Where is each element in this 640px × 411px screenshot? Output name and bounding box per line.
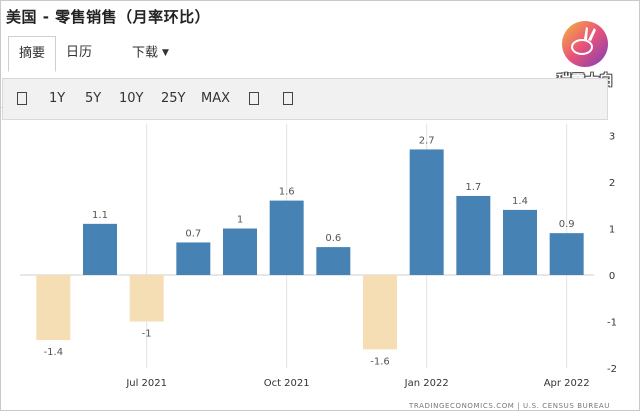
y-tick-label: -2 [607,364,617,375]
bar [83,223,117,275]
y-tick-label: 0 [609,271,615,282]
range-25y-button[interactable]: 25Y [161,91,186,106]
square-icon [249,92,259,105]
bar-value-label: 0.9 [559,219,575,230]
title-bar: 美国 - 零售销售（月率环比） [0,0,640,36]
chart-value-labels: -1.4 1.1 -1 0.7 1 1.6 0.6 -1.6 2.7 1.7 1.4 0.9 [44,135,575,367]
bar [36,275,71,341]
chart-bars [36,149,584,350]
x-tick-label: Jul 2021 [125,378,167,389]
bar-value-label: 0.6 [325,233,341,244]
bar-chart: -1.4 1.1 -1 0.7 1 1.6 0.6 -1.6 2.7 1.7 1.4 0.9 3 2 1 0… [20,124,617,410]
y-tick-label: 2 [609,178,615,189]
bar [129,275,164,322]
bar-value-label: -1 [142,329,152,340]
range-5y-button[interactable]: 5Y [85,91,102,106]
range-max-button[interactable]: MAX [201,91,231,106]
x-tick-label: Oct 2021 [264,378,310,389]
bar-value-label: 1.6 [279,187,295,198]
range-10y-button[interactable]: 10Y [119,91,144,106]
tab-calendar[interactable]: 日历 [66,45,93,60]
caret-down-icon: ▼ [162,48,169,58]
bar [269,200,304,275]
settings-button[interactable] [283,79,293,119]
tab-bar: 摘要 日历 下载 ▼ [0,36,640,108]
tab-download-label: 下载 [132,45,159,61]
x-tick-label: Jan 2022 [404,378,449,389]
square-icon [17,92,27,105]
logo-emblem [562,21,608,67]
square-icon [283,92,293,105]
bar [363,275,397,350]
y-tick-label: 3 [609,132,615,143]
y-tick-label: -1 [607,318,617,329]
bar-value-label: -1.4 [44,347,64,358]
bar-value-label: 1.4 [512,196,528,207]
chart-x-axis: Jul 2021 Oct 2021 Jan 2022 Apr 2022 [125,378,589,389]
bar [456,195,491,275]
bar [223,228,257,275]
bar [549,233,584,275]
chart-source: TRADINGECONOMICS.COM | U.S. CENSUS BUREA… [408,402,610,410]
bar-value-label: 0.7 [185,228,201,239]
tab-summary[interactable]: 摘要 [8,36,57,72]
y-tick-label: 1 [609,225,615,236]
range-1y-button[interactable]: 1Y [49,91,66,106]
bar-value-label: 1 [237,215,243,226]
x-tick-label: Apr 2022 [544,378,590,389]
chart-type-button[interactable] [17,79,27,119]
bar [503,209,537,275]
page-title: 美国 - 零售销售（月率环比） [6,8,211,26]
chart-y-axis: 3 2 1 0 -1 -2 [607,132,617,376]
bar-value-label: -1.6 [370,356,390,367]
bar-value-label: 1.7 [465,182,481,193]
bar [176,242,211,275]
bar [316,247,351,275]
bar [409,149,444,275]
bar-value-label: 1.1 [92,210,108,221]
range-toolbar: 1Y 5Y 10Y 25Y MAX [2,78,608,120]
compare-button[interactable] [249,79,259,119]
bar-value-label: 2.7 [419,135,435,146]
tab-download[interactable]: 下载 ▼ [132,36,169,70]
